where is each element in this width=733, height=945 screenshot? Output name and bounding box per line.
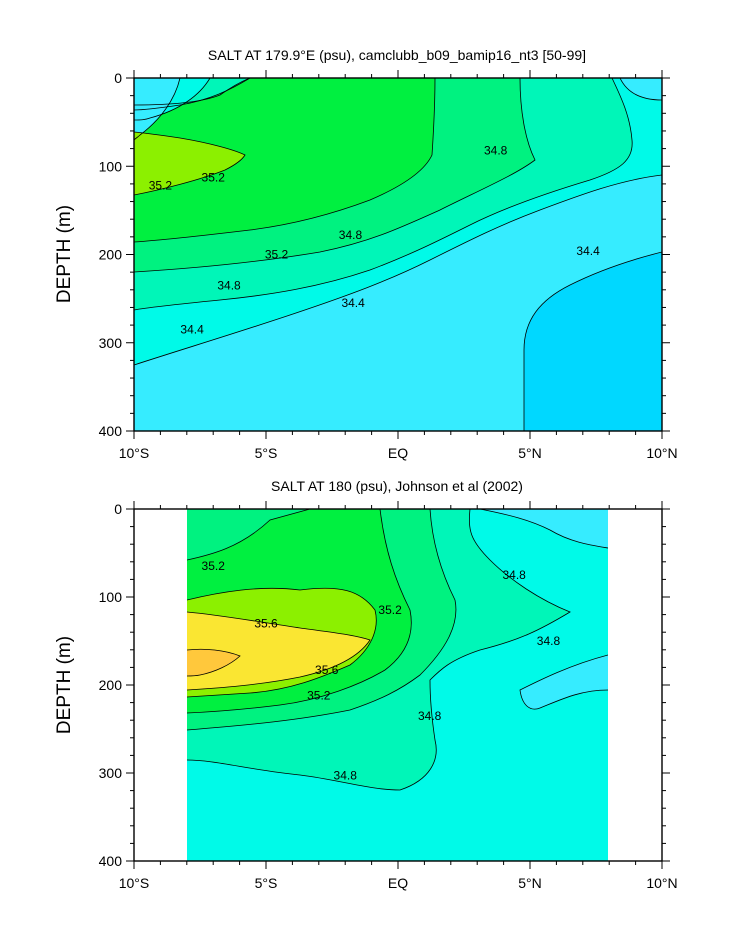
- y-axis-label: DEPTH (m): [54, 636, 75, 734]
- contour-label: 35.2: [202, 559, 226, 573]
- x-tick-label: 5°S: [255, 875, 278, 891]
- contour-fill: [187, 509, 608, 861]
- y-tick-label: 300: [99, 335, 123, 351]
- x-tick-label: 5°N: [518, 445, 542, 461]
- fill-region: [620, 78, 662, 100]
- y-tick-label: 100: [99, 589, 123, 605]
- contour-label: 34.8: [537, 634, 561, 648]
- contour-label: 34.8: [339, 228, 363, 242]
- x-tick-label: EQ: [388, 445, 408, 461]
- x-tick-label: 5°S: [255, 445, 278, 461]
- y-tick-label: 200: [99, 677, 123, 693]
- x-axis: 10°S 5°S EQ 5°N 10°N: [119, 70, 678, 461]
- contour-label: 35.2: [149, 179, 173, 193]
- contour-label: 35.2: [378, 603, 402, 617]
- contour-label: 34.8: [484, 143, 508, 157]
- contour-labels: 35.2 35.2 35.2 34.8 34.8 34.8 34.4 34.4 34.4: [149, 143, 600, 336]
- y-tick-label: 200: [99, 247, 123, 263]
- contour-label: 35.2: [307, 689, 331, 703]
- x-tick-label: 10°N: [646, 875, 677, 891]
- y-tick-label: 400: [99, 853, 123, 869]
- fill-region: [134, 78, 435, 242]
- fill-region: [134, 78, 180, 140]
- contour-label: 35.2: [265, 248, 289, 262]
- panel-title: SALT AT 179.9°E (psu), camclubb_b09_bami…: [208, 47, 586, 63]
- contour-label: 34.4: [576, 244, 600, 258]
- y-tick-label: 300: [99, 765, 123, 781]
- x-axis: 10°S 5°S EQ 5°N 10°N: [119, 501, 678, 891]
- x-tick-label: 10°S: [119, 445, 150, 461]
- contour-label: 34.8: [217, 278, 241, 292]
- contour-label: 34.4: [180, 323, 204, 337]
- x-tick-label: 10°S: [119, 875, 150, 891]
- fill-region: [134, 132, 245, 195]
- contour-label: 34.8: [334, 769, 358, 783]
- y-tick-label: 0: [114, 70, 122, 86]
- contour-label: 35.6: [315, 663, 339, 677]
- x-tick-label: EQ: [388, 875, 408, 891]
- model-salinity-panel: SALT AT 179.9°E (psu), camclubb_b09_bami…: [54, 47, 678, 461]
- y-tick-label: 100: [99, 158, 123, 174]
- y-axis: 0 100 200 300 400: [99, 501, 670, 869]
- contour-lines: [134, 78, 662, 431]
- contour-label: 34.4: [341, 296, 365, 310]
- fill-region: [524, 252, 662, 431]
- fill-region: [187, 649, 240, 676]
- fill-region: [480, 509, 608, 548]
- y-axis-label: DEPTH (m): [54, 205, 75, 303]
- x-tick-label: 5°N: [518, 875, 542, 891]
- observed-salinity-panel: SALT AT 180 (psu), Johnson et al (2002): [54, 478, 678, 891]
- contour-label: 34.8: [502, 568, 526, 582]
- fill-region: [520, 655, 608, 710]
- contour-lines: [187, 509, 608, 791]
- x-tick-label: 10°N: [646, 445, 677, 461]
- contour-label: 35.6: [254, 616, 278, 630]
- y-tick-label: 400: [99, 423, 123, 439]
- contour-label: 35.2: [202, 171, 226, 185]
- panel-title: SALT AT 180 (psu), Johnson et al (2002): [271, 478, 523, 494]
- y-axis: 0 100 200 300 400: [99, 70, 670, 439]
- contour-label: 34.8: [418, 709, 442, 723]
- y-tick-label: 0: [114, 501, 122, 517]
- contour-labels: 35.2 35.6 35.2 35.6 35.2 34.8 34.8 34.8 34.8: [202, 559, 561, 782]
